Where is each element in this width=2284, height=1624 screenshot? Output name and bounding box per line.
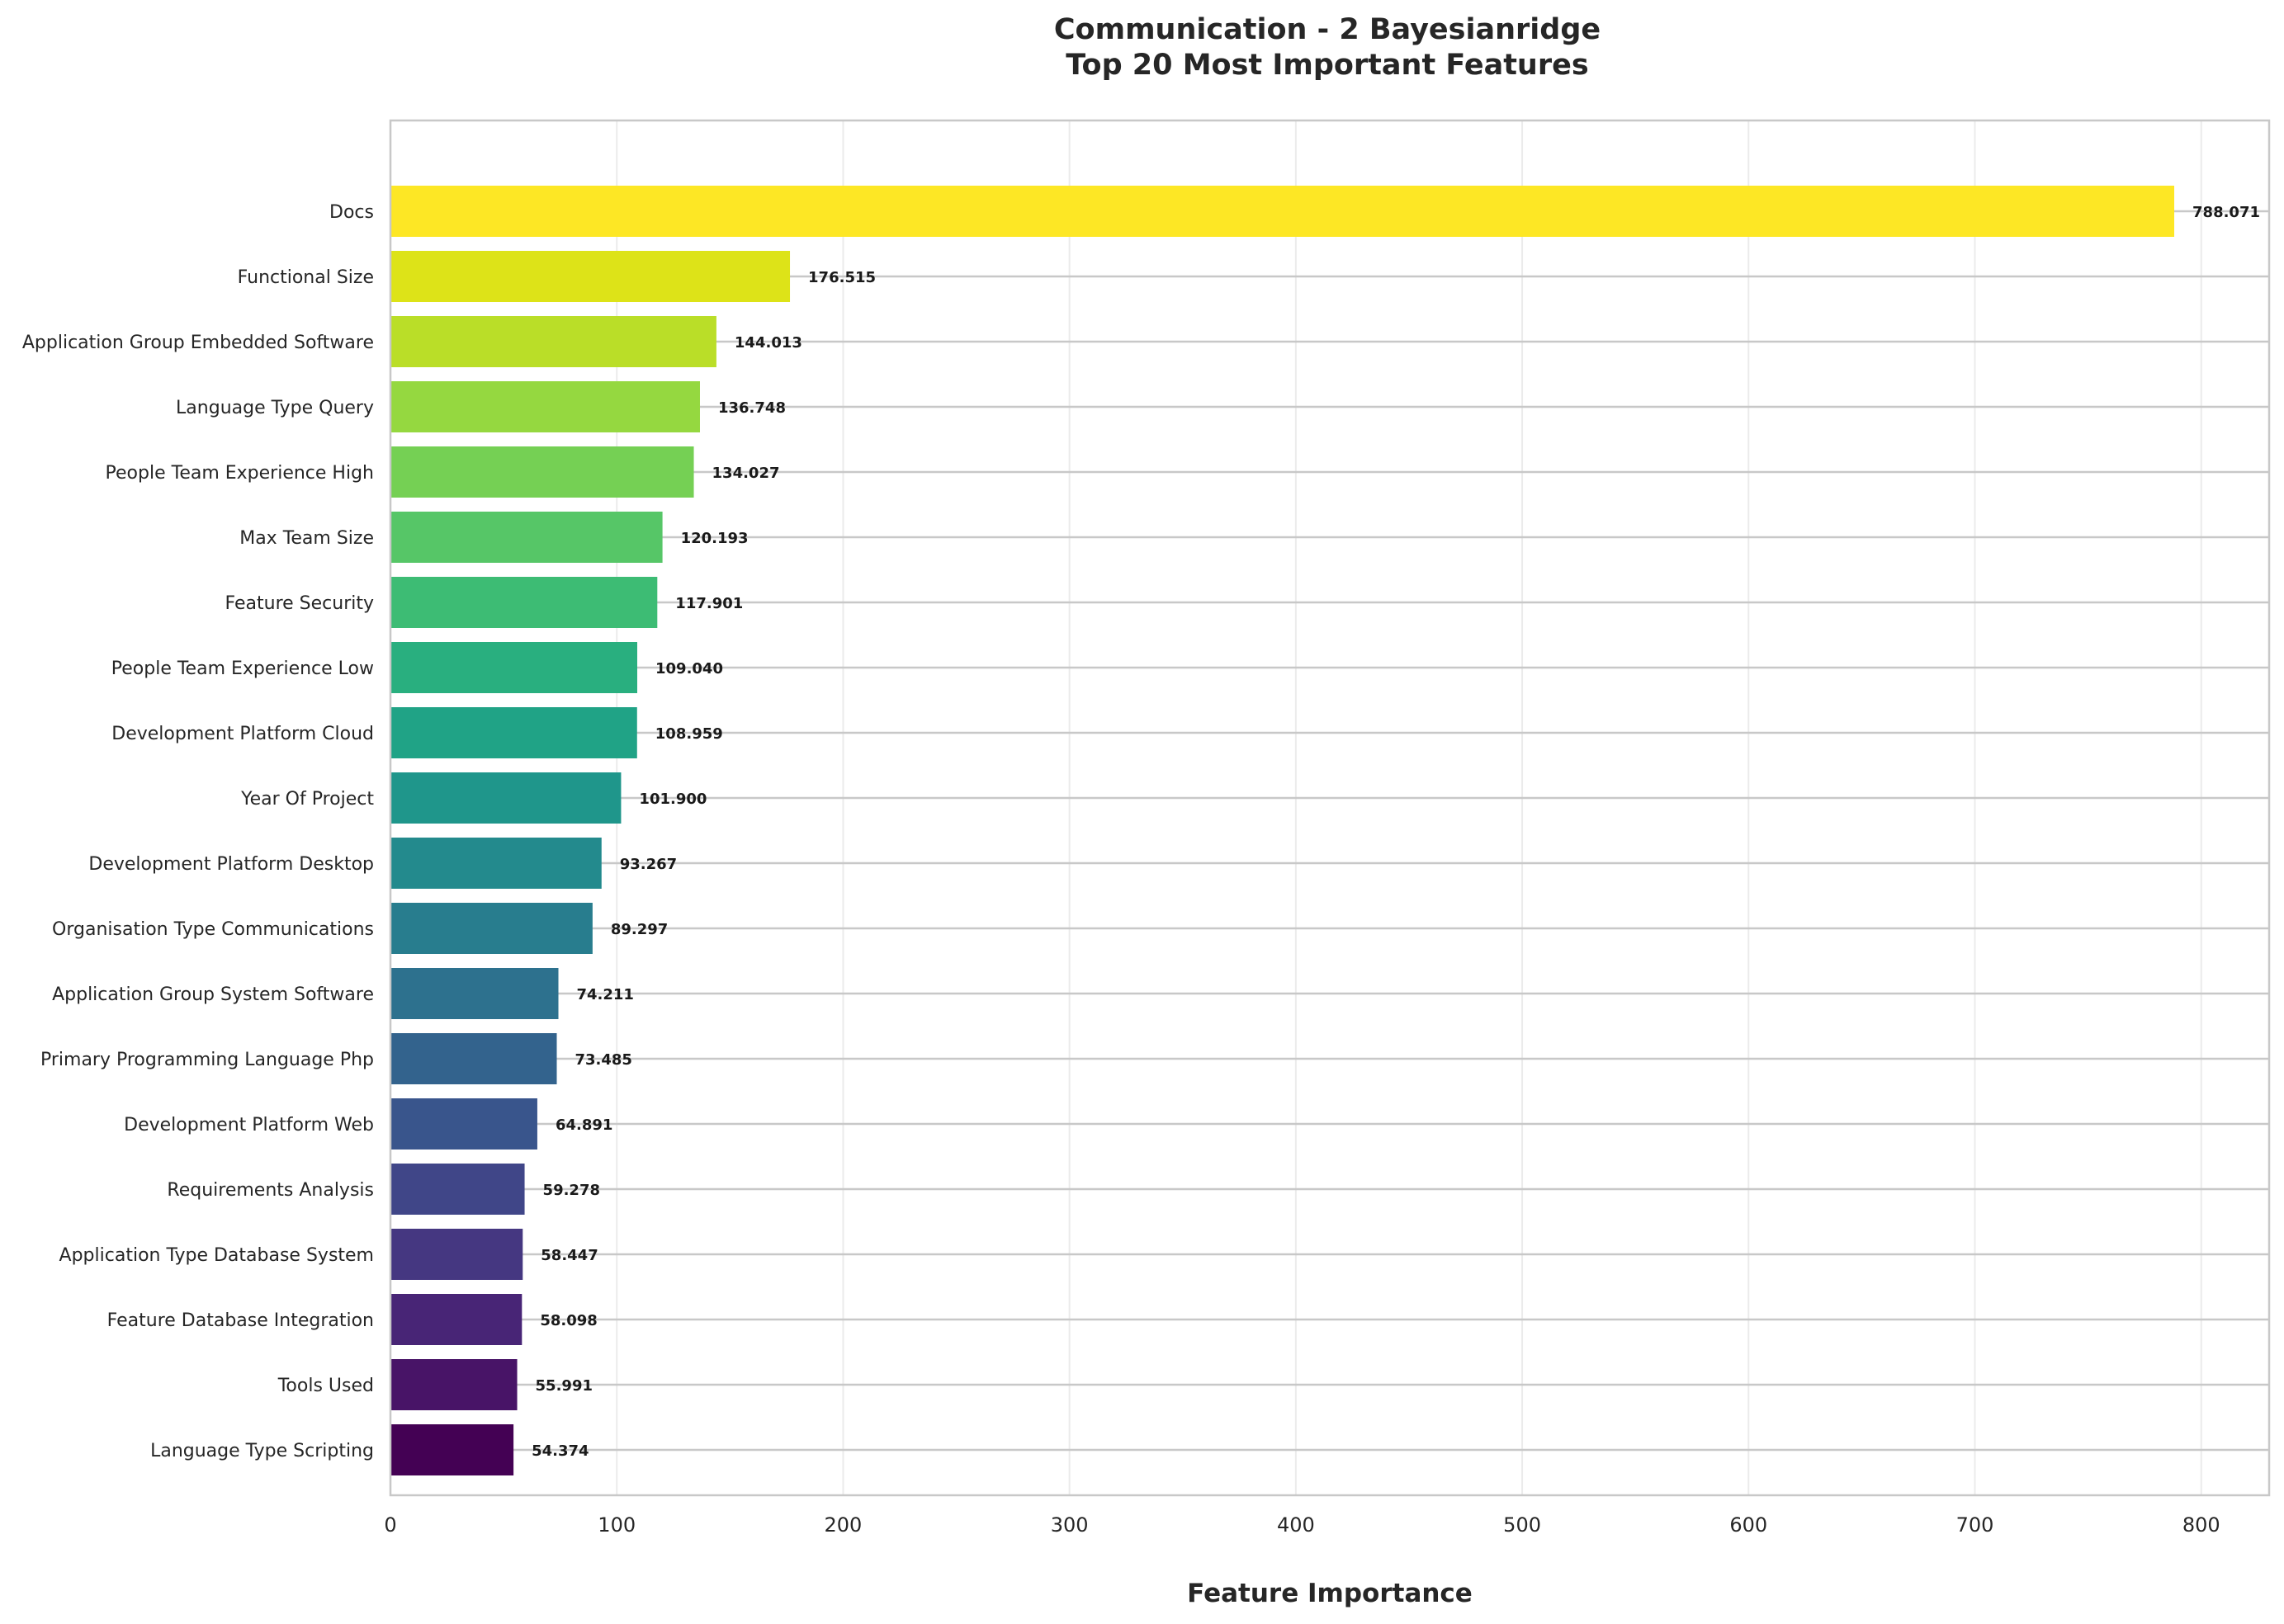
category-label: Development Platform Web <box>124 1115 374 1135</box>
category-label: Language Type Query <box>176 398 374 418</box>
x-tick-label: 500 <box>1503 1513 1541 1537</box>
category-label: Tools Used <box>277 1376 374 1396</box>
category-label: Feature Security <box>225 593 374 614</box>
value-label: 120.193 <box>681 530 749 547</box>
value-label: 136.748 <box>718 399 786 417</box>
bar <box>390 707 637 758</box>
category-label: Primary Programming Language Php <box>40 1050 374 1070</box>
category-label: People Team Experience Low <box>111 659 374 679</box>
x-tick-label: 700 <box>1956 1513 1994 1537</box>
category-label: Max Team Size <box>239 528 374 549</box>
value-label: 58.098 <box>540 1312 597 1329</box>
x-axis-title: Feature Importance <box>1187 1579 1473 1608</box>
bar <box>390 968 559 1019</box>
bar <box>390 1098 537 1150</box>
x-tick-label: 400 <box>1277 1513 1315 1537</box>
bar <box>390 838 602 889</box>
category-label: Application Type Database System <box>59 1245 374 1266</box>
value-label: 108.959 <box>655 725 723 743</box>
x-tick-label: 100 <box>598 1513 636 1537</box>
value-label: 134.027 <box>712 465 780 482</box>
labels: 0 100 200 300 400 500 600 700 800 Docs 788.071 Func… <box>22 202 2260 1537</box>
bar <box>390 186 2175 237</box>
category-label: Year Of Project <box>240 789 374 810</box>
value-label: 58.447 <box>541 1247 598 1264</box>
category-label: People Team Experience High <box>106 463 374 484</box>
bar <box>390 1294 523 1345</box>
value-label: 101.900 <box>639 791 707 808</box>
bar <box>390 642 638 693</box>
category-label: Organisation Type Communications <box>52 919 374 940</box>
category-label: Requirements Analysis <box>167 1180 374 1201</box>
value-label: 788.071 <box>2192 204 2260 221</box>
value-label: 64.891 <box>556 1116 612 1134</box>
x-tick-label: 600 <box>1729 1513 1767 1537</box>
bar <box>390 903 593 954</box>
bar <box>390 1229 523 1280</box>
bar <box>390 446 694 498</box>
x-tick-label: 300 <box>1051 1513 1089 1537</box>
value-label: 117.901 <box>675 595 743 612</box>
x-tick-label: 800 <box>2182 1513 2220 1537</box>
category-label: Functional Size <box>238 267 374 288</box>
bar <box>390 1164 525 1215</box>
bar <box>390 381 700 432</box>
value-label: 93.267 <box>620 856 677 873</box>
category-label: Docs <box>329 202 374 223</box>
category-label: Feature Database Integration <box>107 1310 374 1331</box>
value-label: 54.374 <box>532 1442 589 1460</box>
value-label: 144.013 <box>735 334 802 352</box>
category-label: Application Group System Software <box>52 984 374 1005</box>
category-label: Language Type Scripting <box>150 1441 374 1461</box>
value-label: 74.211 <box>576 986 633 1003</box>
bar <box>390 251 791 302</box>
bars <box>390 186 2175 1475</box>
bar <box>390 1033 557 1084</box>
value-label: 59.278 <box>543 1182 600 1199</box>
category-label: Development Platform Cloud <box>111 724 374 744</box>
x-tick-label: 200 <box>825 1513 863 1537</box>
chart-subtitle: Top 20 Most Important Features <box>1066 49 1588 82</box>
chart-title: Communication - 2 Bayesianridge <box>1054 13 1601 46</box>
bar <box>390 1359 518 1410</box>
bar <box>390 1424 514 1475</box>
value-label: 176.515 <box>808 269 876 286</box>
value-label: 73.485 <box>575 1051 632 1069</box>
plot-frame <box>389 119 2271 1497</box>
value-label: 109.040 <box>655 660 723 677</box>
bar <box>390 316 716 367</box>
bar <box>390 772 622 824</box>
x-tick-label: 0 <box>384 1513 396 1537</box>
category-label: Application Group Embedded Software <box>22 333 374 353</box>
category-label: Development Platform Desktop <box>88 854 374 875</box>
bar <box>390 577 658 628</box>
value-label: 89.297 <box>611 921 668 938</box>
value-label: 55.991 <box>536 1377 593 1395</box>
bar <box>390 512 663 563</box>
